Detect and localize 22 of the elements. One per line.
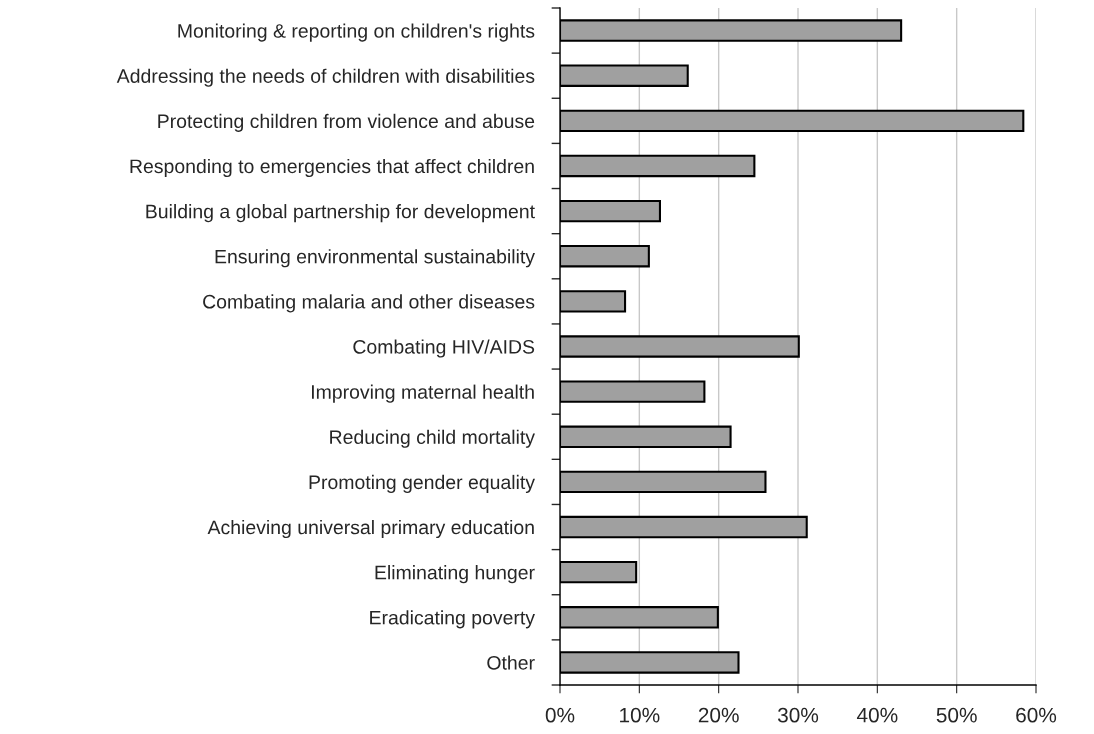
y-tick-label: Addressing the needs of children with disabilities [116,68,535,87]
x-tick-label: 40% [856,707,898,723]
y-tick-label: Improving maternal health [312,384,534,403]
x-tick-label: 30% [777,707,819,723]
y-tick-label: Responding to emergencies that affect children [130,158,534,178]
x-tick-label: 60% [1016,707,1057,723]
y-tick-label: Eliminating hunger [375,565,535,584]
y-tick-label: Achieving universal primary education [207,519,534,539]
y-tick-label: Combating HIV/AIDS [353,339,535,358]
y-tick-label: Other [487,655,535,670]
x-tick-label: 20% [698,707,739,723]
y-tick-label: Monitoring & reporting on children's rights [178,23,535,42]
y-tick-label: Protecting children from violence and abuse [158,113,535,132]
y-tick-label: Eradicating poverty [370,610,535,629]
y-tick-label: Combating malaria and other diseases [203,294,535,313]
y-tick-label: Reducing child mortality [330,429,535,448]
x-tick-label: 10% [620,707,660,723]
y-tick-label: Ensuring environmental sustainability [215,249,535,268]
x-tick-label: 0% [545,707,575,723]
y-tick-label: Promoting gender equality [309,474,535,493]
y-tick-label: Building a global partnership for development [146,204,535,223]
x-tick-label: 50% [936,707,977,723]
